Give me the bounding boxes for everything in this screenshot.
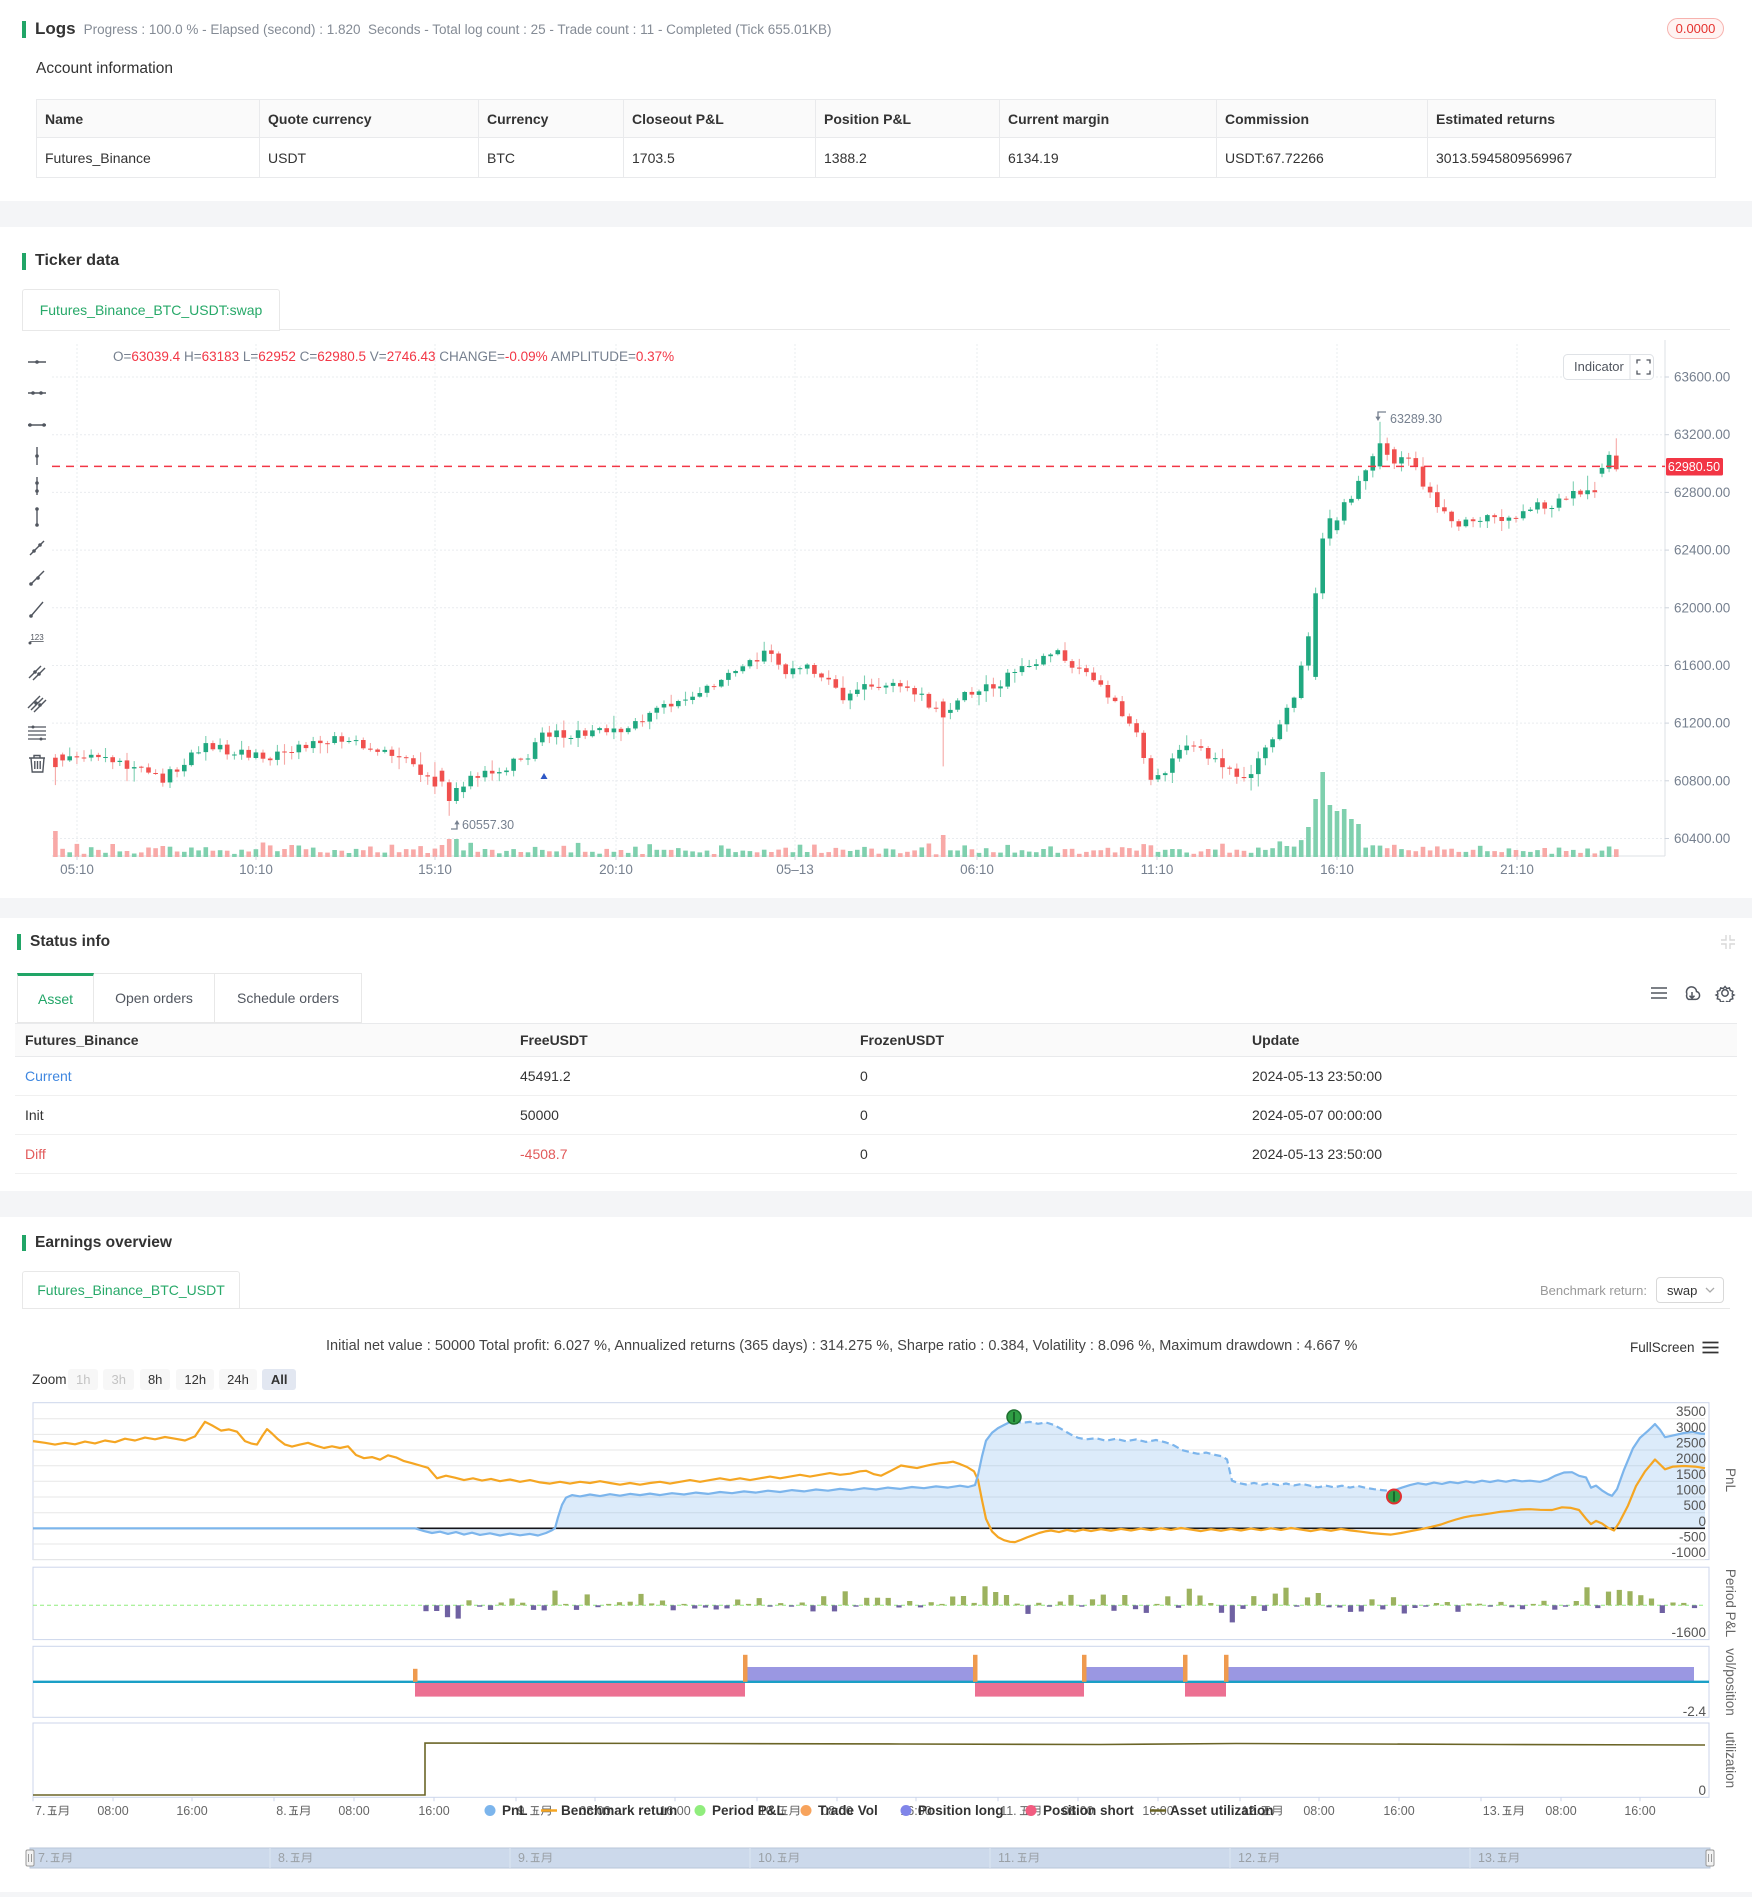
svg-text:60557.30: 60557.30	[462, 818, 514, 832]
svg-text:Benchmark return: Benchmark return	[561, 1803, 677, 1818]
svg-text:08:00: 08:00	[1545, 1804, 1576, 1818]
svg-text:60800.00: 60800.00	[1674, 773, 1730, 788]
svg-text:16:00: 16:00	[176, 1804, 207, 1818]
svg-text:0: 0	[1698, 1783, 1706, 1798]
svg-text:123: 123	[30, 633, 44, 642]
svg-text:1000: 1000	[1676, 1483, 1706, 1498]
svg-text:08:00: 08:00	[97, 1804, 128, 1818]
svg-text:10:10: 10:10	[239, 862, 273, 877]
svg-text:11:10: 11:10	[1141, 862, 1174, 877]
svg-text:05–13: 05–13	[776, 862, 814, 877]
svg-text:16:00: 16:00	[659, 1804, 690, 1818]
svg-text:11.: 11.	[998, 1851, 1014, 1865]
svg-text:62000.00: 62000.00	[1674, 600, 1730, 615]
svg-text:Position long: Position long	[918, 1803, 1004, 1818]
svg-text:16:10: 16:10	[1320, 862, 1354, 877]
svg-text:12.: 12.	[1238, 1851, 1255, 1865]
svg-text:8.: 8.	[276, 1804, 286, 1818]
svg-text:16:00: 16:00	[418, 1804, 449, 1818]
svg-text:13.: 13.	[1478, 1851, 1495, 1865]
svg-text:Indicator: Indicator	[1574, 359, 1625, 374]
svg-text:Period P&L: Period P&L	[712, 1803, 785, 1818]
svg-text:63289.30: 63289.30	[1390, 412, 1442, 426]
svg-text:11.: 11.	[1000, 1804, 1016, 1818]
svg-text:63200.00: 63200.00	[1674, 427, 1730, 442]
svg-text:06:10: 06:10	[960, 862, 994, 877]
svg-text:8.: 8.	[278, 1851, 288, 1865]
svg-text:Position short: Position short	[1043, 1803, 1134, 1818]
svg-text:10.: 10.	[759, 1804, 776, 1818]
svg-text:500: 500	[1683, 1498, 1706, 1513]
svg-text:3000: 3000	[1676, 1420, 1706, 1435]
svg-text:vol/position: vol/position	[1723, 1648, 1738, 1716]
svg-text:7.: 7.	[35, 1804, 45, 1818]
svg-text:Asset utilization: Asset utilization	[1170, 1803, 1274, 1818]
svg-text:16:00: 16:00	[1624, 1804, 1655, 1818]
svg-text:-2.4: -2.4	[1683, 1704, 1707, 1719]
svg-text:9.: 9.	[518, 1851, 528, 1865]
svg-text:61600.00: 61600.00	[1674, 658, 1730, 673]
svg-text:Period P&L: Period P&L	[1723, 1569, 1738, 1638]
svg-text:2500: 2500	[1676, 1436, 1706, 1451]
svg-text:08:00: 08:00	[579, 1804, 610, 1818]
svg-text:62980.50: 62980.50	[1668, 460, 1720, 474]
svg-text:utilization: utilization	[1723, 1732, 1738, 1788]
svg-text:-500: -500	[1679, 1530, 1706, 1545]
svg-text:-1600: -1600	[1671, 1625, 1706, 1640]
svg-text:3500: 3500	[1676, 1404, 1706, 1419]
svg-text:7.: 7.	[38, 1851, 48, 1865]
svg-text:15:10: 15:10	[418, 862, 452, 877]
svg-text:1500: 1500	[1676, 1467, 1706, 1482]
svg-text:PnL: PnL	[1723, 1468, 1738, 1493]
svg-text:20:10: 20:10	[599, 862, 633, 877]
svg-text:13.: 13.	[1483, 1804, 1500, 1818]
svg-text:10.: 10.	[758, 1851, 775, 1865]
svg-text:62800.00: 62800.00	[1674, 485, 1730, 500]
svg-text:08:00: 08:00	[1303, 1804, 1334, 1818]
svg-text:05:10: 05:10	[60, 862, 94, 877]
svg-text:60400.00: 60400.00	[1674, 831, 1730, 846]
svg-text:08:00: 08:00	[1062, 1804, 1093, 1818]
svg-text:21:10: 21:10	[1500, 862, 1534, 877]
svg-text:12.: 12.	[1242, 1804, 1259, 1818]
svg-text:2000: 2000	[1676, 1451, 1706, 1466]
svg-text:08:00: 08:00	[821, 1804, 852, 1818]
svg-text:62400.00: 62400.00	[1674, 543, 1730, 558]
svg-text:0: 0	[1698, 1514, 1706, 1529]
svg-text:O=63039.4 H=63183 L=62952 C=62: O=63039.4 H=63183 L=62952 C=62980.5 V=27…	[113, 349, 674, 364]
svg-text:08:00: 08:00	[338, 1804, 369, 1818]
svg-text:9.: 9.	[518, 1804, 528, 1818]
svg-text:-1000: -1000	[1671, 1545, 1706, 1560]
svg-text:61200.00: 61200.00	[1674, 716, 1730, 731]
svg-text:PnL: PnL	[502, 1803, 528, 1818]
svg-text:Trade Vol: Trade Vol	[818, 1803, 878, 1818]
svg-text:63600.00: 63600.00	[1674, 370, 1730, 385]
svg-text:16:00: 16:00	[1383, 1804, 1414, 1818]
